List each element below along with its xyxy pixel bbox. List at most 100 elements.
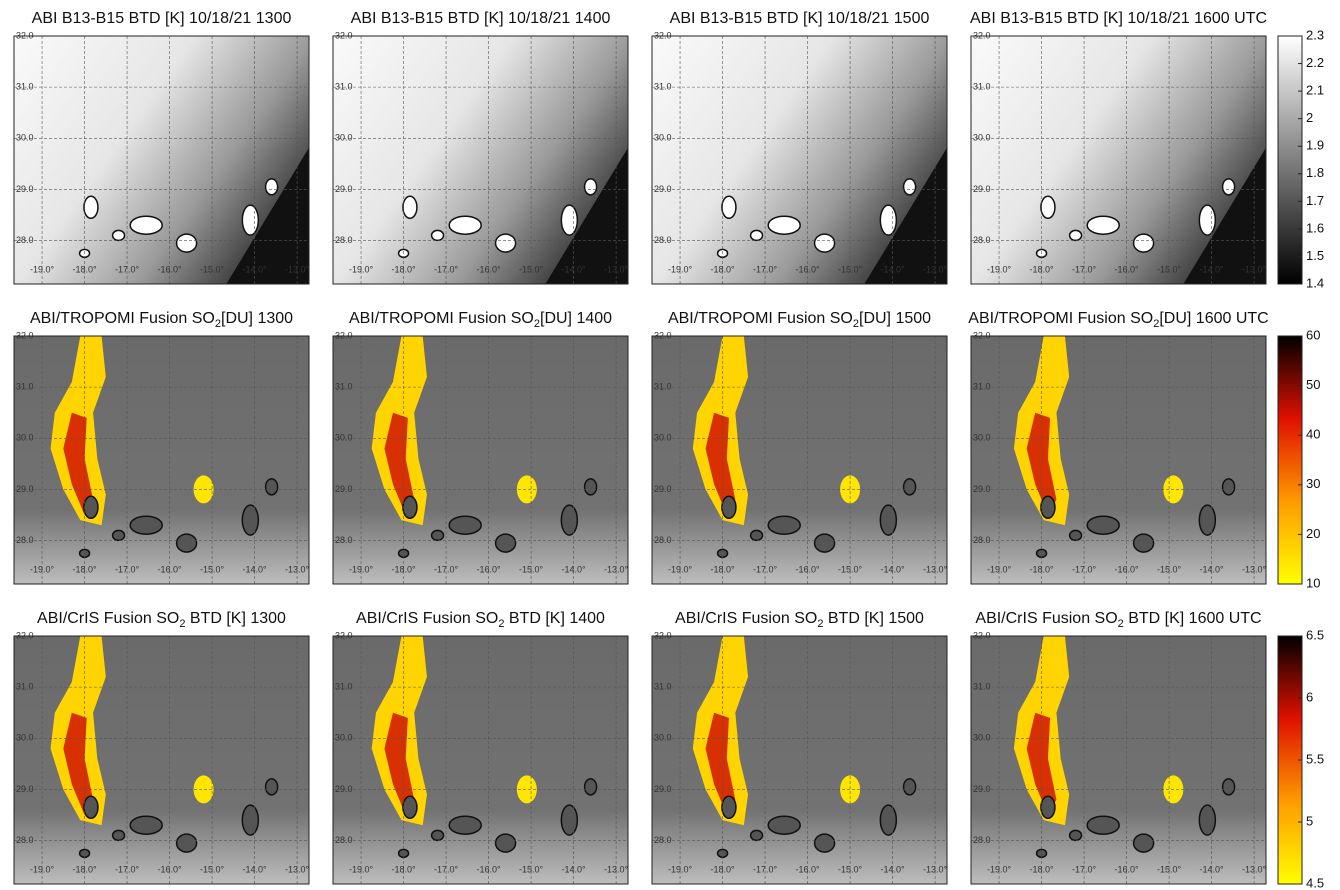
y-tick-label: 29.0: [973, 484, 991, 494]
island: [880, 505, 896, 535]
island: [403, 796, 417, 818]
x-tick-label: -17.0°: [753, 264, 778, 274]
map-panel: -19.0°-18.0°-17.0°-16.0°-15.0°-14.0°-13.…: [971, 630, 1267, 884]
island: [242, 805, 258, 835]
x-tick-label: -13.0°: [285, 564, 310, 574]
y-tick-label: 32.0: [654, 30, 672, 40]
x-tick-label: -14.0°: [1200, 564, 1225, 574]
island: [561, 805, 577, 835]
x-tick-label: -14.0°: [881, 564, 906, 574]
x-tick-label: -15.0°: [838, 564, 863, 574]
island: [1041, 796, 1055, 818]
y-tick-label: 32.0: [654, 630, 672, 640]
map-panel: -19.0°-18.0°-17.0°-16.0°-15.0°-14.0°-13.…: [652, 330, 948, 584]
y-tick-label: 28.0: [973, 535, 991, 545]
y-tick-label: 32.0: [335, 30, 353, 40]
island: [449, 516, 481, 534]
map-panel: -19.0°-18.0°-17.0°-16.0°-15.0°-14.0°-13.…: [333, 30, 629, 284]
colorbar-tick-label: 2: [1306, 110, 1313, 125]
y-tick-label: 30.0: [16, 433, 34, 443]
x-tick-label: -17.0°: [1072, 864, 1097, 874]
colorbar-tick-label: 10: [1306, 575, 1320, 590]
colorbar-tick-label: 2.1: [1306, 83, 1324, 98]
colorbar-tick-label: 20: [1306, 526, 1320, 541]
x-tick-label: -17.0°: [115, 864, 140, 874]
island: [904, 179, 916, 195]
title-text: [DU] 1500: [859, 310, 931, 327]
island: [130, 216, 162, 234]
y-tick-label: 30.0: [335, 733, 353, 743]
island: [815, 834, 835, 852]
island: [904, 479, 916, 495]
x-tick-label: -14.0°: [562, 564, 587, 574]
y-tick-label: 29.0: [654, 484, 672, 494]
y-tick-label: 32.0: [973, 330, 991, 340]
island: [113, 530, 125, 540]
island: [266, 779, 278, 795]
x-tick-label: -17.0°: [434, 564, 459, 574]
x-tick-label: -15.0°: [838, 864, 863, 874]
island: [1070, 530, 1082, 540]
x-tick-label: -19.0°: [668, 564, 693, 574]
y-tick-label: 28.0: [654, 235, 672, 245]
colorbar-tick-label: 1.6: [1306, 220, 1324, 235]
x-tick-label: -15.0°: [200, 264, 225, 274]
y-tick-label: 31.0: [973, 82, 991, 92]
y-tick-label: 31.0: [973, 382, 991, 392]
title-text: ABI B13-B15 BTD [K] 10/18/21 1400: [351, 10, 611, 27]
island: [1223, 779, 1235, 795]
y-tick-label: 32.0: [16, 630, 34, 640]
panel-title: ABI B13-B15 BTD [K] 10/18/21 1600 UTC: [970, 10, 1267, 27]
x-tick-label: -17.0°: [434, 264, 459, 274]
map-background: [652, 336, 947, 584]
x-tick-label: -18.0°: [72, 564, 97, 574]
y-tick-label: 28.0: [16, 235, 34, 245]
colorbar-tick-label: 2.2: [1306, 55, 1324, 70]
island: [1223, 479, 1235, 495]
x-tick-label: -17.0°: [1072, 264, 1097, 274]
x-tick-label: -15.0°: [1157, 264, 1182, 274]
title-text: ABI/TROPOMI Fusion SO: [968, 310, 1153, 327]
x-tick-label: -18.0°: [710, 864, 735, 874]
island: [84, 496, 98, 518]
map-panel: -19.0°-18.0°-17.0°-16.0°-15.0°-14.0°-13.…: [14, 630, 310, 884]
island: [432, 830, 444, 840]
y-tick-label: 28.0: [335, 535, 353, 545]
island: [432, 230, 444, 240]
title-text: ABI/CrIS Fusion SO: [37, 610, 179, 627]
y-tick-label: 31.0: [335, 682, 353, 692]
y-tick-label: 31.0: [335, 82, 353, 92]
x-tick-label: -13.0°: [604, 564, 629, 574]
x-tick-label: -17.0°: [115, 564, 140, 574]
x-tick-label: -14.0°: [562, 864, 587, 874]
figure: -19.0°-18.0°-17.0°-16.0°-15.0°-14.0°-13.…: [0, 0, 1340, 890]
x-tick-label: -19.0°: [987, 864, 1012, 874]
colorbar-tick-label: 6.5: [1306, 627, 1324, 642]
y-tick-label: 31.0: [335, 382, 353, 392]
x-tick-label: -15.0°: [1157, 864, 1182, 874]
panel-title: ABI/CrIS Fusion SO2 BTD [K] 1300: [37, 610, 286, 630]
x-tick-label: -18.0°: [72, 864, 97, 874]
x-tick-label: -18.0°: [710, 264, 735, 274]
x-tick-label: -19.0°: [349, 264, 374, 274]
x-tick-label: -13.0°: [285, 864, 310, 874]
x-tick-label: -19.0°: [987, 564, 1012, 574]
x-tick-label: -17.0°: [115, 264, 140, 274]
x-tick-label: -13.0°: [604, 864, 629, 874]
y-tick-label: 30.0: [654, 433, 672, 443]
panel-title: ABI B13-B15 BTD [K] 10/18/21 1300: [32, 10, 292, 27]
y-tick-label: 31.0: [973, 682, 991, 692]
x-tick-label: -19.0°: [987, 264, 1012, 274]
y-tick-label: 30.0: [973, 733, 991, 743]
island: [1041, 196, 1055, 218]
y-tick-label: 30.0: [335, 433, 353, 443]
x-tick-label: -19.0°: [668, 864, 693, 874]
y-tick-label: 29.0: [335, 784, 353, 794]
y-tick-label: 29.0: [16, 184, 34, 194]
x-tick-label: -17.0°: [434, 864, 459, 874]
island: [449, 216, 481, 234]
x-tick-label: -14.0°: [881, 264, 906, 274]
island: [496, 234, 516, 252]
island: [1087, 516, 1119, 534]
y-tick-label: 29.0: [16, 484, 34, 494]
